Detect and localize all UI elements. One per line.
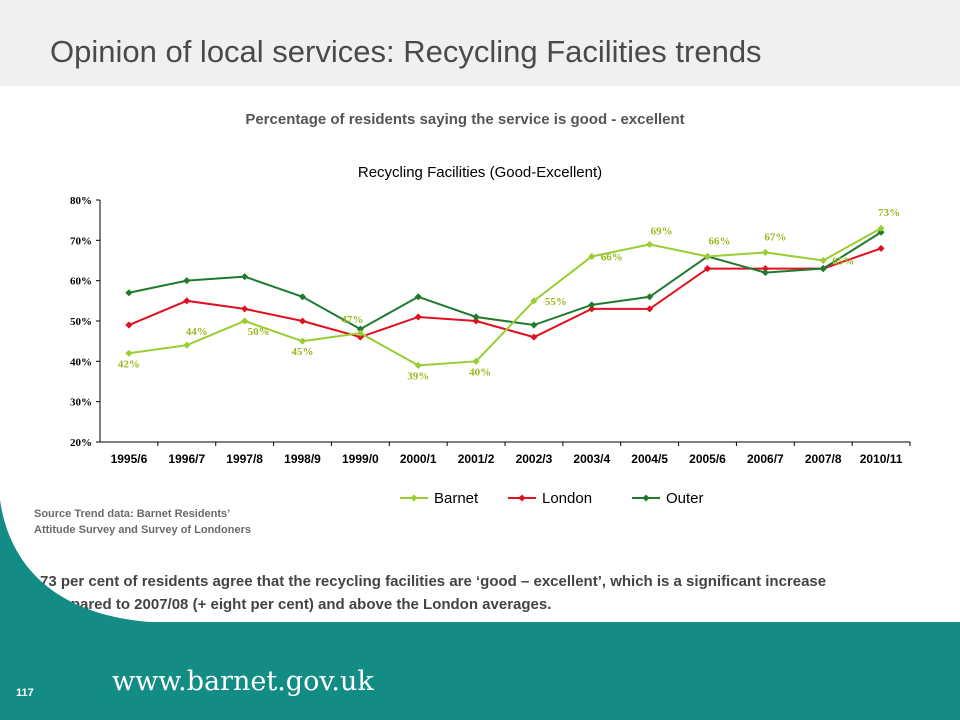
data-point-outer	[298, 293, 307, 301]
x-tick-label: 2004/5	[631, 452, 668, 466]
data-point-barnet	[703, 252, 712, 261]
data-point-outer	[761, 269, 769, 277]
data-point-barnet	[472, 357, 480, 365]
data-point-outer	[125, 289, 133, 297]
data-point-outer	[183, 277, 191, 285]
data-label-barnet: 47%	[341, 314, 363, 326]
legend-marker-outer	[642, 494, 650, 502]
recycling-line-chart: Recycling Facilities (Good-Excellent) 20%…	[70, 164, 911, 507]
data-label-barnet: 73%	[878, 207, 900, 219]
title-band	[0, 0, 960, 86]
slide-subtitle: Percentage of residents saying the servi…	[245, 111, 685, 128]
data-label-barnet: 55%	[545, 296, 567, 308]
series-line-london	[128, 247, 882, 339]
data-point-outer	[472, 313, 480, 321]
data-point-london	[703, 265, 712, 273]
data-label-barnet: 42%	[118, 358, 140, 370]
data-point-outer	[646, 293, 654, 301]
x-tick-label: 2001/2	[458, 452, 495, 466]
legend-marker-london	[518, 494, 526, 502]
data-point-london	[414, 313, 422, 321]
x-tick-label: 2006/7	[747, 452, 784, 466]
data-point-london	[298, 317, 307, 325]
series-line-outer	[128, 231, 882, 331]
data-label-barnet: 69%	[651, 225, 673, 237]
data-label-barnet: 40%	[469, 366, 491, 378]
page-number: 117	[16, 687, 34, 699]
data-label-barnet: 65%	[832, 256, 854, 268]
data-point-london	[241, 305, 249, 313]
x-tick-label: 2010/11	[860, 452, 903, 466]
source-note: Source Trend data: Barnet Residents’ Att…	[34, 506, 334, 538]
x-tick-label: 1999/0	[342, 452, 379, 466]
y-tick-label: 50%	[70, 316, 92, 328]
x-tick-label: 2002/3	[516, 452, 553, 466]
data-point-london	[588, 305, 596, 313]
x-tick-label: 1996/7	[168, 452, 205, 466]
data-point-outer	[414, 293, 422, 301]
data-point-london	[472, 317, 480, 325]
x-tick-label: 1995/6	[111, 452, 148, 466]
y-tick-label: 30%	[70, 397, 92, 409]
source-line-2: Attitude Survey and Survey of Londoners	[34, 524, 251, 536]
data-point-barnet	[298, 337, 307, 345]
x-tick-label: 2003/4	[573, 452, 610, 466]
legend-marker-barnet	[410, 494, 418, 502]
data-point-outer	[356, 325, 364, 333]
website-url: www.barnet.gov.uk	[112, 666, 374, 697]
data-label-barnet: 67%	[764, 231, 786, 243]
data-point-london	[877, 244, 885, 252]
data-point-outer	[819, 265, 827, 273]
y-tick-label: 80%	[70, 195, 92, 207]
data-point-barnet	[241, 317, 249, 325]
source-line-1: Source Trend data: Barnet Residents’	[34, 508, 231, 520]
data-label-barnet: 44%	[186, 326, 208, 338]
data-point-outer	[241, 273, 249, 281]
data-point-barnet	[588, 252, 596, 261]
legend-label-barnet: Barnet	[434, 490, 479, 507]
y-tick-label: 70%	[70, 235, 92, 247]
data-point-barnet	[877, 224, 885, 232]
chart-title: Recycling Facilities (Good-Excellent)	[358, 164, 602, 181]
data-point-barnet	[183, 341, 191, 349]
x-tick-label: 2005/6	[689, 452, 726, 466]
data-point-london	[646, 305, 654, 313]
y-tick-label: 60%	[70, 276, 92, 288]
data-point-london	[183, 297, 191, 305]
x-tick-label: 2000/1	[400, 452, 437, 466]
data-label-barnet: 45%	[292, 346, 314, 358]
x-tick-label: 2007/8	[805, 452, 842, 466]
data-label-barnet: 39%	[407, 370, 429, 382]
data-label-barnet: 66%	[601, 251, 623, 263]
y-tick-label: 20%	[70, 437, 92, 449]
x-tick-label: 1998/9	[284, 452, 321, 466]
slide-title: Opinion of local services: Recycling Fac…	[50, 34, 762, 69]
y-tick-label: 40%	[70, 356, 92, 368]
data-point-barnet	[414, 361, 422, 369]
legend-label-london: London	[542, 490, 592, 507]
x-tick-label: 1997/8	[226, 452, 263, 466]
data-point-barnet	[819, 256, 827, 265]
summary-text: 73 per cent of residents agree that the …	[40, 573, 827, 613]
data-point-barnet	[356, 329, 364, 337]
series-line-barnet	[128, 227, 882, 367]
data-label-barnet: 50%	[248, 326, 270, 338]
data-label-barnet: 66%	[709, 235, 731, 247]
data-point-barnet	[761, 248, 769, 256]
data-point-outer	[588, 301, 596, 309]
data-point-outer	[877, 228, 885, 236]
data-point-london	[356, 333, 364, 341]
data-point-barnet	[646, 240, 654, 248]
legend-label-outer: Outer	[666, 490, 704, 507]
data-point-barnet	[125, 349, 133, 357]
data-point-london	[761, 265, 769, 273]
